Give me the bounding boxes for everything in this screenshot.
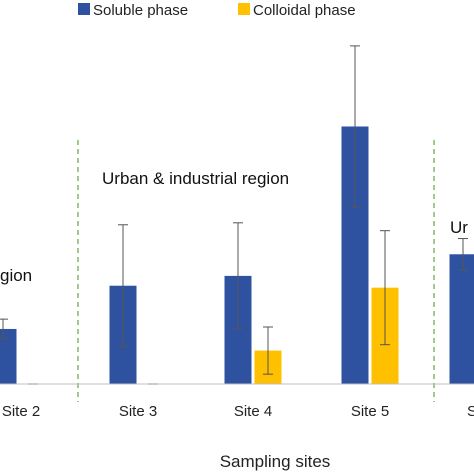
x-tick-label-2: Site 4 <box>234 403 272 420</box>
annotation-2: Ur <box>450 218 468 237</box>
x-tick-labels: Site 2 Site 3 Site 4 Site 5 S <box>2 403 474 420</box>
legend: Soluble phase Colloidal phase <box>78 2 356 19</box>
x-axis-title: Sampling sites <box>220 452 331 471</box>
region-dividers <box>77 140 435 402</box>
annotation-1: Urban & industrial region <box>102 169 289 188</box>
error-bars <box>0 45 468 385</box>
x-tick-label-4: S <box>467 403 474 420</box>
annotations: gion Urban & industrial region Ur <box>0 169 468 285</box>
legend-swatch-0 <box>78 3 90 15</box>
x-tick-label-3: Site 5 <box>351 403 389 420</box>
legend-label-0: Soluble phase <box>93 2 188 19</box>
bar-0-0 <box>0 328 17 384</box>
legend-swatch-1 <box>238 3 250 15</box>
bar-0-4 <box>449 254 474 384</box>
legend-label-1: Colloidal phase <box>253 2 356 19</box>
annotation-0: gion <box>0 266 32 285</box>
x-tick-label-1: Site 3 <box>119 403 157 420</box>
x-tick-label-0: Site 2 <box>2 403 40 420</box>
bars <box>0 126 474 385</box>
